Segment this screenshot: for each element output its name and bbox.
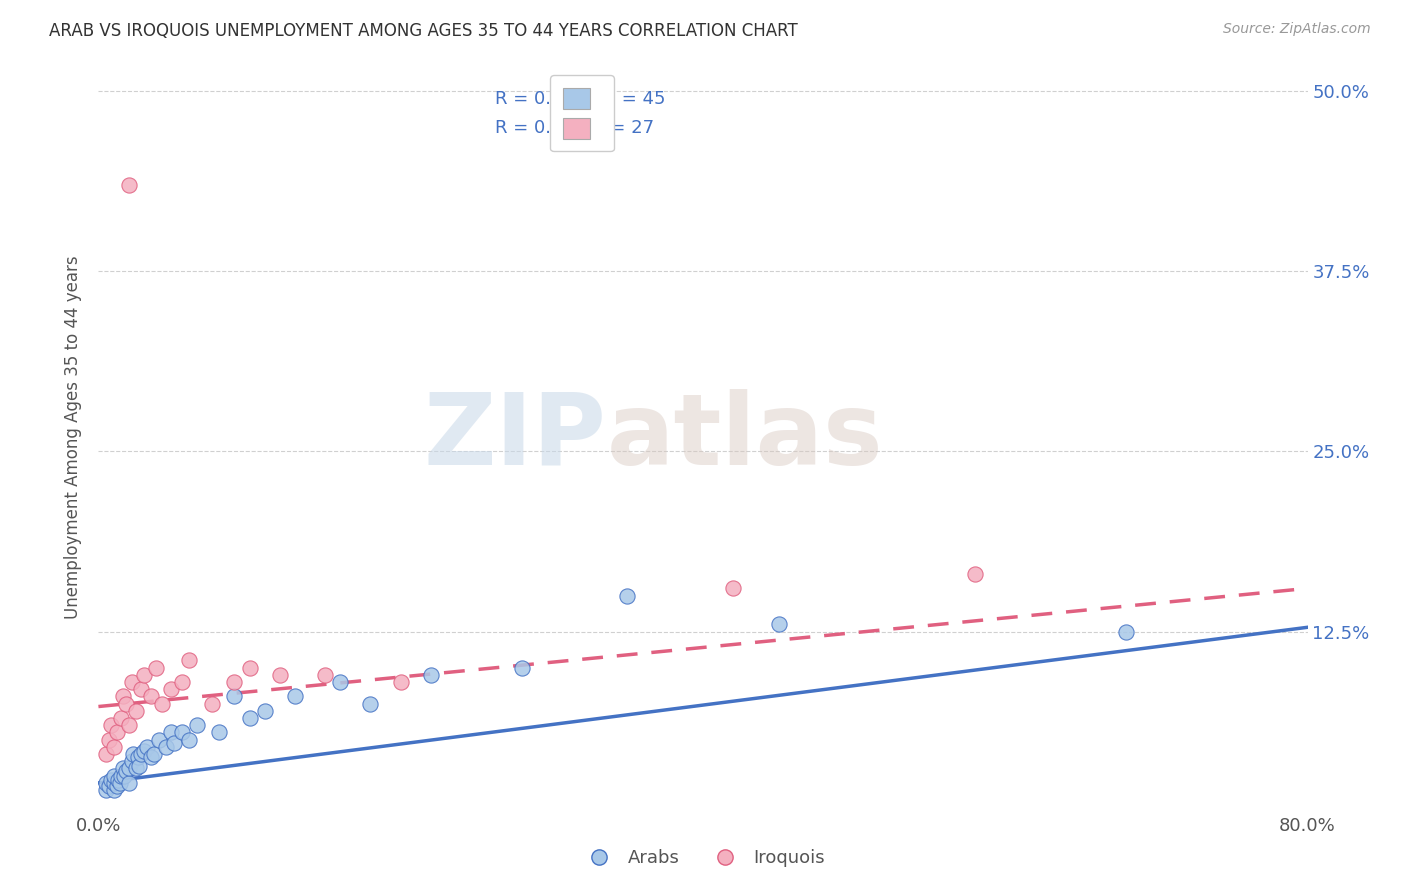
Point bbox=[110, 769, 132, 783]
Point bbox=[125, 762, 148, 776]
Point bbox=[224, 675, 246, 690]
Point bbox=[1115, 624, 1137, 639]
Point bbox=[118, 178, 141, 192]
Point bbox=[170, 675, 193, 690]
Point bbox=[128, 758, 150, 772]
Point bbox=[141, 690, 163, 704]
Point bbox=[118, 762, 141, 776]
Point bbox=[160, 725, 183, 739]
Point bbox=[127, 750, 149, 764]
Point bbox=[360, 697, 382, 711]
Point bbox=[125, 704, 148, 718]
Point bbox=[723, 582, 745, 596]
Point bbox=[148, 732, 170, 747]
Point bbox=[163, 735, 186, 749]
Point bbox=[94, 783, 117, 797]
Point bbox=[114, 697, 136, 711]
Point bbox=[111, 690, 134, 704]
Point bbox=[616, 589, 638, 603]
Point bbox=[329, 675, 352, 690]
Legend: Arabs, Iroquois: Arabs, Iroquois bbox=[574, 842, 832, 874]
Point bbox=[98, 732, 121, 747]
Point bbox=[179, 653, 201, 667]
Point bbox=[110, 711, 132, 725]
Point bbox=[132, 744, 155, 758]
Point bbox=[121, 675, 143, 690]
Point bbox=[768, 617, 790, 632]
Point bbox=[201, 697, 224, 711]
Point bbox=[145, 660, 167, 674]
Point bbox=[314, 668, 336, 682]
Point bbox=[105, 779, 128, 793]
Point bbox=[239, 711, 262, 725]
Point bbox=[284, 690, 307, 704]
Point bbox=[100, 772, 122, 787]
Point bbox=[100, 718, 122, 732]
Point bbox=[121, 754, 143, 768]
Point bbox=[141, 750, 163, 764]
Point bbox=[965, 566, 987, 581]
Point bbox=[103, 776, 125, 790]
Point bbox=[122, 747, 145, 761]
Point bbox=[108, 776, 131, 790]
Point bbox=[118, 776, 141, 790]
Point bbox=[186, 718, 208, 732]
Point bbox=[179, 732, 201, 747]
Text: R = 0.13   N = 27: R = 0.13 N = 27 bbox=[495, 119, 654, 136]
Legend: , : , bbox=[551, 75, 613, 152]
Point bbox=[224, 690, 246, 704]
Point bbox=[269, 668, 291, 682]
Point bbox=[129, 747, 152, 761]
Point bbox=[107, 772, 129, 787]
Point bbox=[111, 762, 134, 776]
Point bbox=[253, 704, 276, 718]
Point bbox=[150, 697, 173, 711]
Text: R = 0.381   N = 45: R = 0.381 N = 45 bbox=[495, 90, 665, 108]
Point bbox=[103, 783, 125, 797]
Text: ZIP: ZIP bbox=[423, 389, 606, 485]
Text: ARAB VS IROQUOIS UNEMPLOYMENT AMONG AGES 35 TO 44 YEARS CORRELATION CHART: ARAB VS IROQUOIS UNEMPLOYMENT AMONG AGES… bbox=[49, 22, 799, 40]
Y-axis label: Unemployment Among Ages 35 to 44 years: Unemployment Among Ages 35 to 44 years bbox=[65, 255, 83, 619]
Point bbox=[239, 660, 262, 674]
Point bbox=[94, 776, 117, 790]
Point bbox=[103, 769, 125, 783]
Point bbox=[132, 668, 155, 682]
Point bbox=[160, 682, 183, 697]
Point bbox=[103, 739, 125, 754]
Point bbox=[105, 725, 128, 739]
Point bbox=[118, 718, 141, 732]
Point bbox=[112, 769, 135, 783]
Point bbox=[129, 682, 152, 697]
Point bbox=[135, 739, 157, 754]
Text: atlas: atlas bbox=[606, 389, 883, 485]
Point bbox=[98, 779, 121, 793]
Point bbox=[510, 660, 533, 674]
Point bbox=[420, 668, 443, 682]
Point bbox=[94, 747, 117, 761]
Point bbox=[114, 764, 136, 779]
Point bbox=[143, 747, 166, 761]
Text: Source: ZipAtlas.com: Source: ZipAtlas.com bbox=[1223, 22, 1371, 37]
Point bbox=[155, 739, 177, 754]
Point bbox=[208, 725, 231, 739]
Point bbox=[389, 675, 412, 690]
Point bbox=[170, 725, 193, 739]
